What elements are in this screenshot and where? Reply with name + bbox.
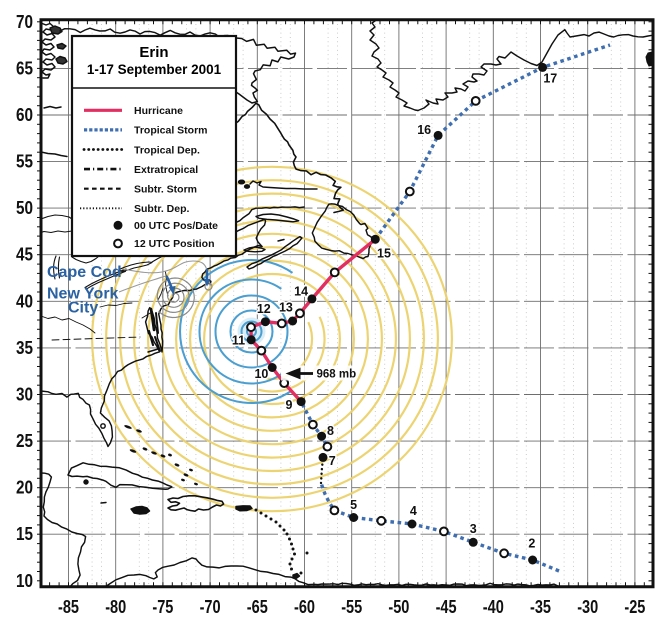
svg-text:4: 4: [410, 504, 417, 518]
svg-text:-50: -50: [388, 597, 409, 617]
svg-text:1-17 September 2001: 1-17 September 2001: [87, 62, 222, 77]
svg-text:-60: -60: [294, 597, 315, 617]
svg-text:60: 60: [16, 105, 33, 125]
svg-text:17: 17: [543, 72, 557, 86]
svg-text:Hurricane: Hurricane: [134, 105, 183, 117]
svg-text:-70: -70: [200, 597, 221, 617]
svg-text:-45: -45: [436, 597, 457, 617]
svg-text:Subtr. Storm: Subtr. Storm: [134, 184, 197, 196]
svg-text:14: 14: [294, 285, 308, 299]
svg-text:968 mb: 968 mb: [317, 369, 357, 381]
svg-text:5: 5: [350, 498, 357, 512]
svg-text:2: 2: [528, 537, 535, 551]
svg-text:25: 25: [16, 431, 33, 451]
svg-text:Extratropical: Extratropical: [134, 164, 198, 176]
svg-text:12: 12: [257, 302, 271, 316]
svg-text:Subtr. Dep.: Subtr. Dep.: [134, 203, 190, 215]
svg-text:20: 20: [16, 478, 33, 498]
svg-text:40: 40: [16, 291, 33, 311]
svg-text:12 UTC Position: 12 UTC Position: [134, 238, 215, 250]
svg-text:City: City: [68, 300, 98, 317]
svg-text:15: 15: [377, 247, 391, 261]
svg-text:-35: -35: [530, 597, 551, 617]
svg-text:45: 45: [16, 245, 33, 265]
svg-text:10: 10: [254, 367, 268, 381]
svg-text:30: 30: [16, 385, 33, 405]
svg-text:-65: -65: [247, 597, 268, 617]
svg-text:70: 70: [16, 12, 33, 32]
svg-text:11: 11: [232, 334, 245, 348]
svg-text:16: 16: [417, 123, 431, 137]
svg-text:Tropical Storm: Tropical Storm: [134, 125, 208, 137]
svg-text:Cape Cod: Cape Cod: [47, 264, 122, 281]
svg-text:-30: -30: [577, 597, 598, 617]
svg-text:9: 9: [286, 398, 293, 412]
svg-text:55: 55: [16, 152, 33, 172]
svg-text:35: 35: [16, 338, 33, 358]
svg-text:-40: -40: [483, 597, 504, 617]
svg-text:-80: -80: [105, 597, 126, 617]
svg-text:New York: New York: [47, 286, 119, 303]
svg-text:65: 65: [16, 58, 33, 78]
svg-text:-55: -55: [341, 597, 362, 617]
svg-text:13: 13: [279, 301, 293, 315]
svg-text:15: 15: [16, 524, 33, 544]
svg-text:-85: -85: [58, 597, 79, 617]
svg-text:-75: -75: [152, 597, 173, 617]
svg-text:3: 3: [470, 522, 477, 536]
svg-text:Erin: Erin: [139, 44, 168, 61]
svg-text:00 UTC Pos/Date: 00 UTC Pos/Date: [134, 220, 218, 232]
svg-text:10: 10: [16, 571, 33, 591]
svg-text:-25: -25: [624, 597, 645, 617]
svg-text:7: 7: [329, 454, 336, 468]
svg-text:Tropical Dep.: Tropical Dep.: [134, 144, 200, 156]
svg-text:50: 50: [16, 198, 33, 218]
svg-text:8: 8: [327, 424, 334, 438]
